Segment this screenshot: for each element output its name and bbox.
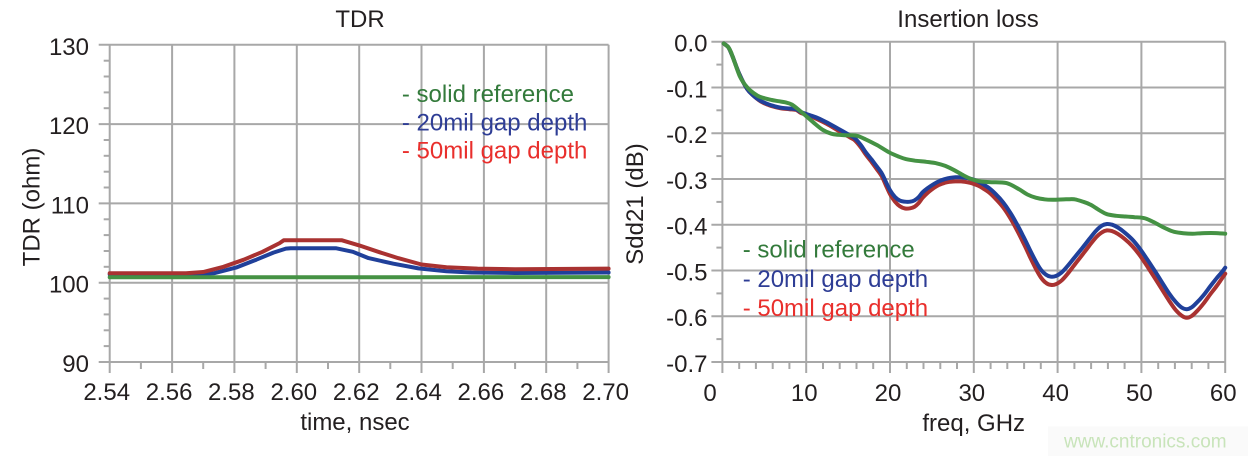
svg-text:100: 100: [49, 272, 89, 299]
svg-text:2.60: 2.60: [270, 379, 317, 406]
svg-text:2.54: 2.54: [83, 379, 130, 406]
svg-text:TDR: TDR: [335, 6, 384, 33]
svg-text:-0.2: -0.2: [666, 122, 707, 149]
svg-text:2.64: 2.64: [395, 379, 442, 406]
svg-text:90: 90: [62, 351, 89, 378]
svg-text:0: 0: [703, 380, 716, 407]
svg-text:Sdd21 (dB): Sdd21 (dB): [622, 143, 649, 264]
svg-text:-0.7: -0.7: [666, 351, 707, 378]
svg-text:10: 10: [791, 380, 818, 407]
svg-text:TDR (ohm): TDR (ohm): [19, 148, 46, 267]
svg-text:Insertion loss: Insertion loss: [897, 6, 1038, 33]
svg-text:40: 40: [1042, 380, 1069, 407]
svg-text:- 20mil gap depth: - 20mil gap depth: [743, 266, 928, 293]
svg-text:-0.3: -0.3: [666, 168, 707, 195]
svg-text:120: 120: [49, 113, 89, 140]
svg-text:0.0: 0.0: [674, 31, 707, 58]
svg-text:110: 110: [51, 192, 89, 219]
svg-text:-0.4: -0.4: [666, 214, 707, 241]
svg-text:2.70: 2.70: [582, 379, 629, 406]
svg-text:-0.6: -0.6: [666, 305, 707, 332]
svg-text:30: 30: [958, 380, 985, 407]
svg-text:60: 60: [1210, 380, 1237, 407]
svg-text:130: 130: [49, 34, 89, 61]
svg-text:time, nsec: time, nsec: [300, 409, 409, 436]
svg-text:- 50mil gap depth: - 50mil gap depth: [743, 295, 928, 322]
svg-text:www.cntronics.com: www.cntronics.com: [1063, 432, 1227, 453]
svg-text:- solid reference: - solid reference: [402, 81, 574, 108]
svg-text:- 50mil gap depth: - 50mil gap depth: [402, 137, 587, 164]
svg-text:2.62: 2.62: [333, 379, 380, 406]
svg-text:-0.5: -0.5: [666, 260, 707, 287]
svg-text:- 20mil gap depth: - 20mil gap depth: [402, 110, 587, 137]
svg-text:2.58: 2.58: [208, 379, 255, 406]
svg-text:2.56: 2.56: [146, 379, 193, 406]
svg-text:- solid reference: - solid reference: [743, 236, 915, 263]
svg-text:-0.1: -0.1: [666, 77, 707, 104]
svg-text:50: 50: [1126, 380, 1153, 407]
svg-text:2.66: 2.66: [458, 379, 505, 406]
svg-text:freq, GHz: freq, GHz: [922, 410, 1025, 437]
svg-text:20: 20: [875, 380, 902, 407]
svg-text:2.68: 2.68: [520, 379, 567, 406]
